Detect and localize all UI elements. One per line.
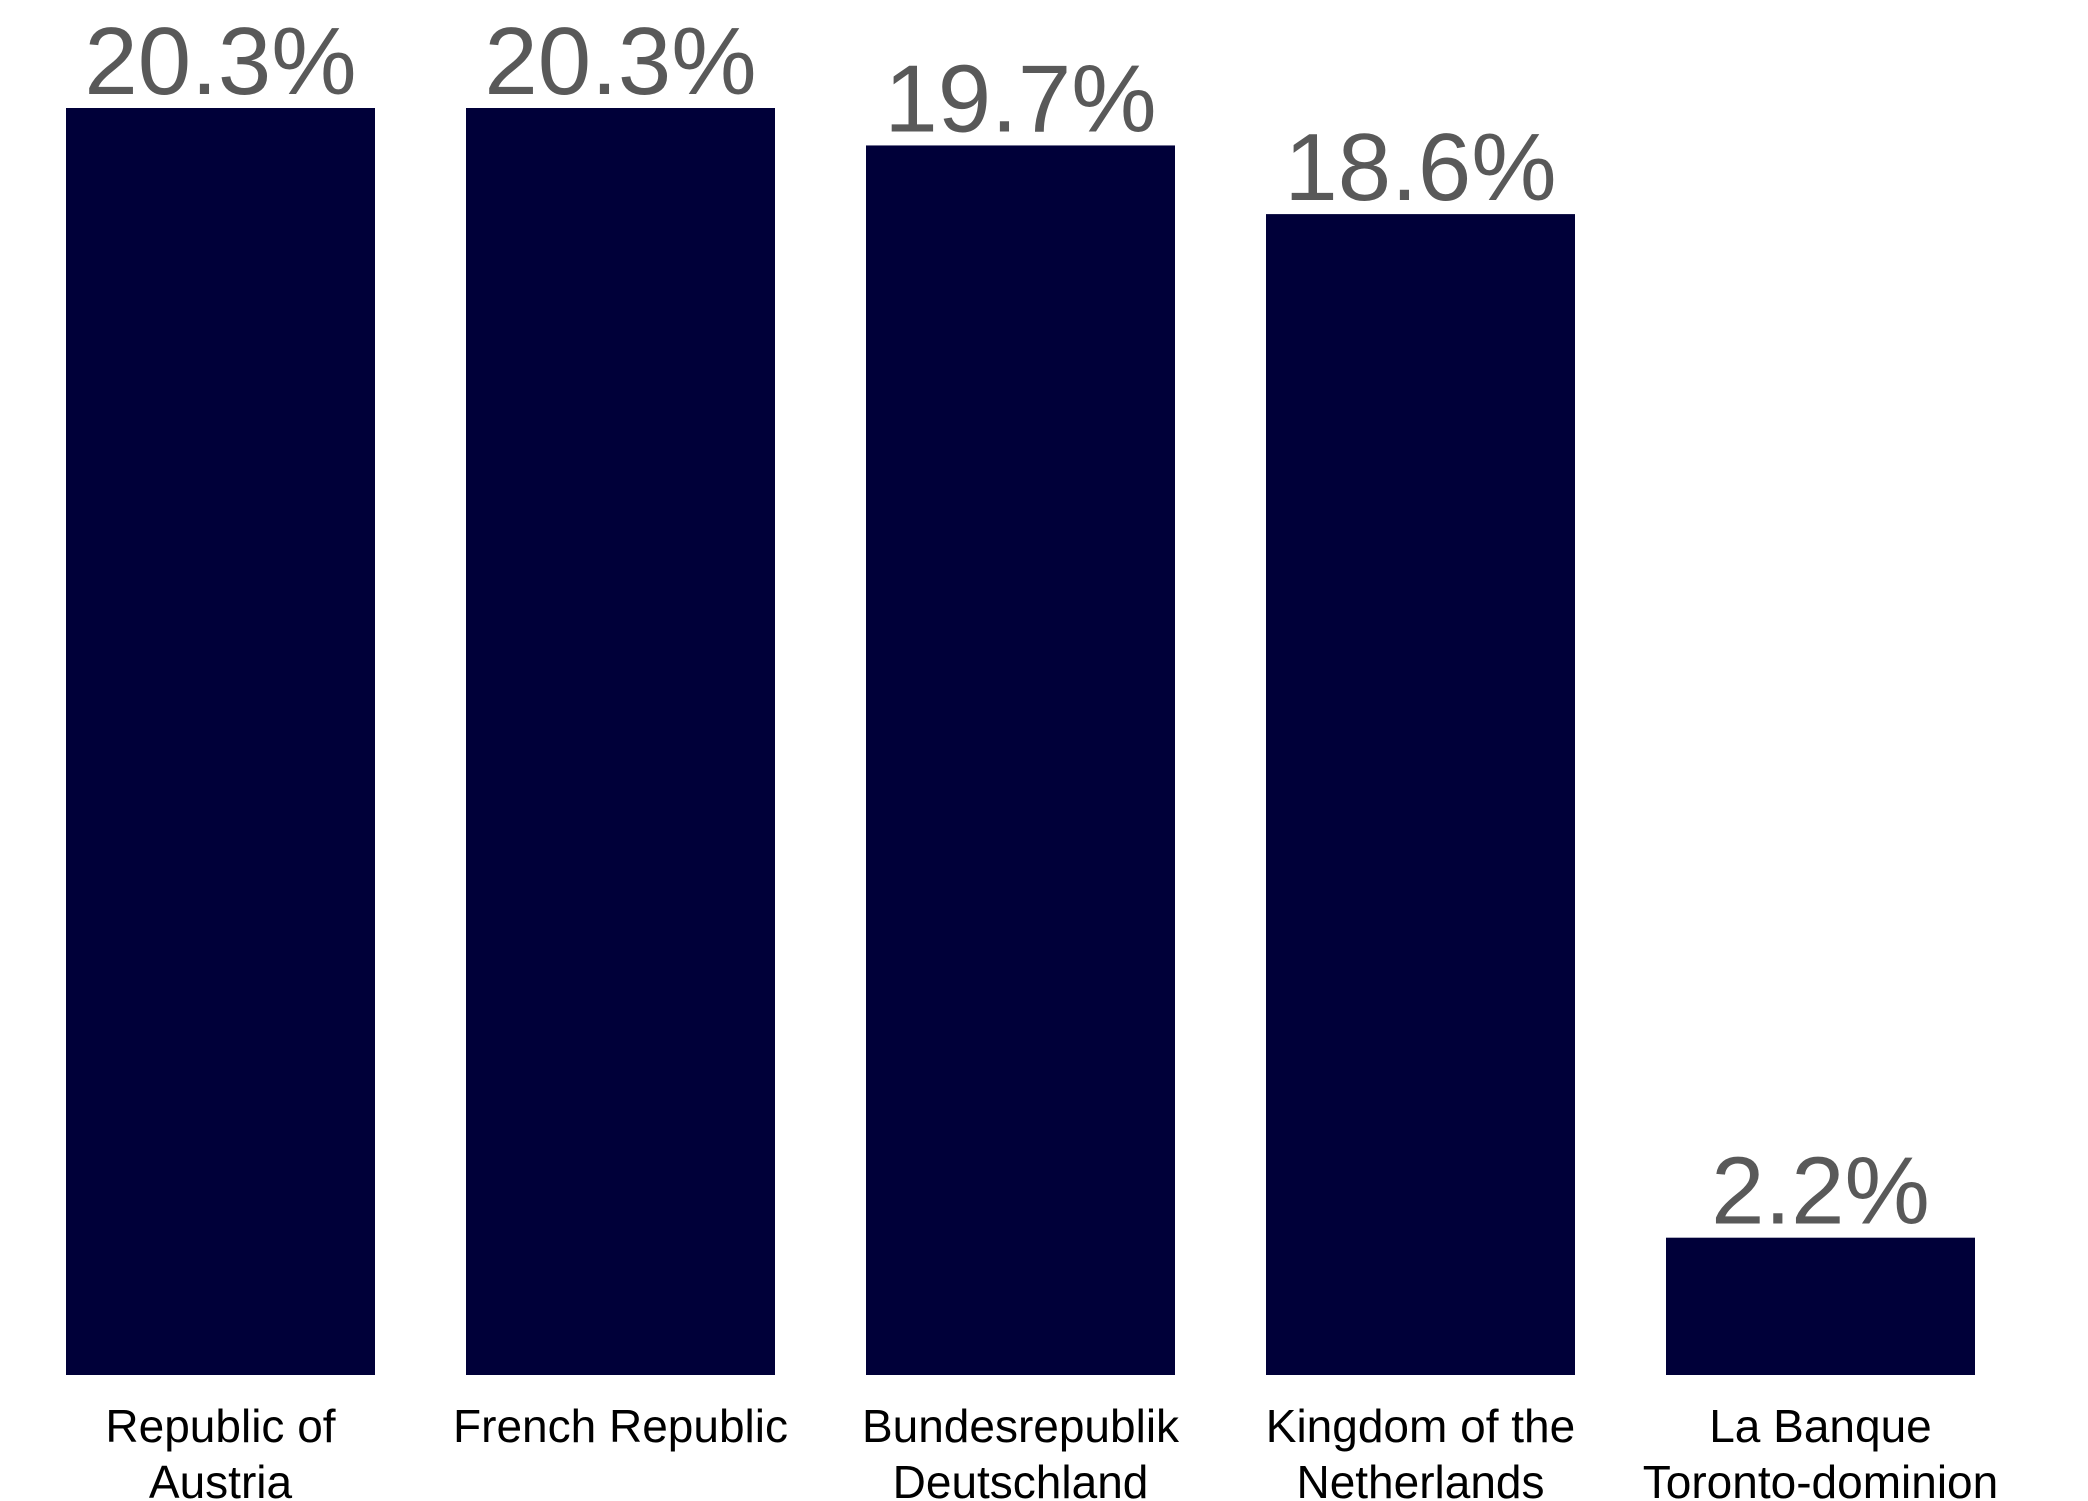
bar-value-label: 20.3% (84, 8, 356, 115)
bar (866, 145, 1175, 1376)
bar-value-label: 2.2% (1711, 1138, 1930, 1245)
category-tick-label: Bundesrepublik Deutschland (862, 1400, 1180, 1501)
bar-value-label: 19.7% (884, 45, 1156, 152)
bar (466, 108, 775, 1375)
category-tick-label-line: La Banque (1709, 1400, 1932, 1452)
category-tick-label: Republic of Austria (105, 1400, 335, 1501)
bar (1266, 214, 1575, 1375)
category-tick-label: French Republic (453, 1400, 788, 1452)
category-tick-label-line: Toronto-dominion (1643, 1456, 1998, 1501)
category-tick-label-line: Republic of (105, 1400, 335, 1452)
category-tick-label: La Banque Toronto-dominion (1643, 1400, 1998, 1501)
bars-layer (66, 108, 1975, 1376)
category-tick-label-line: Bundesrepublik (862, 1400, 1180, 1452)
category-tick-label-line: Deutschland (893, 1456, 1149, 1501)
category-tick-label-line: Kingdom of the (1266, 1400, 1575, 1452)
bar (1666, 1237, 1975, 1375)
category-labels-layer: Republic of Austria French Republic Bundesr… (105, 1400, 1998, 1501)
category-tick-label-line: Netherlands (1296, 1456, 1544, 1501)
bar-value-label: 20.3% (484, 8, 756, 115)
category-tick-label-line: Austria (149, 1456, 293, 1501)
value-labels-layer: 20.3% 20.3% 19.7% 18.6% 2.2% (84, 8, 1930, 1245)
bar-value-label: 18.6% (1284, 114, 1556, 221)
bar (66, 108, 375, 1375)
category-tick-label: Kingdom of the Netherlands (1266, 1400, 1575, 1501)
category-tick-label-line: French Republic (453, 1400, 788, 1452)
